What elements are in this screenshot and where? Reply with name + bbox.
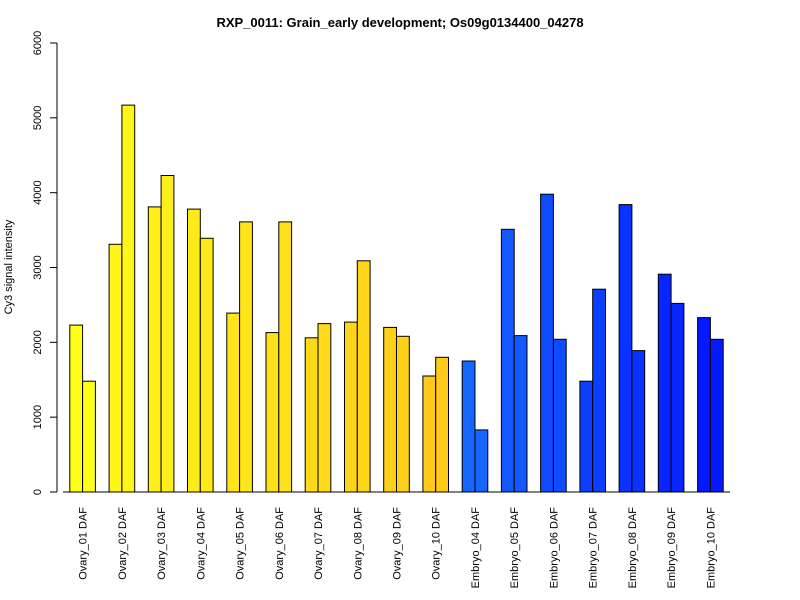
- bar-embryo-06-daf-1: [540, 193, 554, 493]
- x-category-label: Embryo_05 DAF: [509, 507, 521, 589]
- x-category-label: Embryo_06 DAF: [548, 507, 560, 589]
- x-category-label: Ovary_05 DAF: [235, 507, 247, 580]
- bar-ovary-08-daf-1: [344, 321, 358, 493]
- y-tick-label: 1000: [32, 405, 44, 429]
- bar-embryo-04-daf-2: [474, 429, 489, 493]
- bar-ovary-01-daf-1: [69, 324, 84, 493]
- bar-ovary-05-daf-2: [239, 221, 253, 493]
- x-category-label: Ovary_10 DAF: [431, 507, 443, 580]
- y-tick-label: 3000: [32, 255, 44, 279]
- x-category-label: Ovary_03 DAF: [156, 507, 168, 580]
- bar-embryo-04-daf-1: [461, 360, 476, 493]
- y-axis-label: Cy3 signal intensity: [3, 219, 15, 314]
- y-tick-label: 6000: [32, 31, 44, 55]
- category-labels: Ovary_01 DAF Ovary_02 DAF Ovary_03 DAF Ovar…: [78, 507, 718, 589]
- bar-embryo-08-daf-2: [631, 350, 646, 493]
- bar-ovary-08-daf-2: [356, 260, 371, 493]
- bar-ovary-04-daf-1: [187, 208, 201, 493]
- bar-ovary-02-daf-1: [108, 243, 123, 493]
- bar-ovary-10-daf-1: [422, 375, 437, 493]
- bar-embryo-10-daf-1: [697, 317, 711, 493]
- bar-ovary-09-daf-2: [396, 335, 410, 493]
- bar-ovary-09-daf-1: [383, 326, 398, 493]
- y-tick-label: 4000: [32, 180, 44, 204]
- x-category-label: Ovary_06 DAF: [274, 507, 286, 580]
- x-category-label: Embryo_09 DAF: [666, 507, 678, 589]
- bar-ovary-07-daf-1: [304, 337, 319, 493]
- x-category-label: Embryo_04 DAF: [470, 507, 482, 589]
- bars-group: [69, 104, 724, 493]
- bar-ovary-06-daf-1: [265, 332, 280, 493]
- bar-embryo-05-daf-1: [500, 228, 515, 493]
- bar-ovary-10-daf-2: [435, 356, 450, 493]
- x-category-label: Ovary_04 DAF: [195, 507, 207, 580]
- y-axis: 0 1000 2000 3000 4000 5000 6000: [32, 31, 58, 495]
- bar-embryo-09-daf-2: [670, 302, 685, 493]
- bar-embryo-09-daf-1: [657, 273, 672, 493]
- bar-ovary-06-daf-2: [278, 221, 293, 493]
- x-category-label: Ovary_01 DAF: [78, 507, 90, 580]
- chart-title: RXP_0011: Grain_early development; Os09g…: [216, 15, 583, 30]
- x-category-label: Ovary_02 DAF: [117, 507, 129, 580]
- y-tick-label: 2000: [32, 330, 44, 354]
- y-tick-label: 5000: [32, 106, 44, 130]
- bar-ovary-05-daf-1: [226, 312, 241, 493]
- x-category-label: Embryo_07 DAF: [588, 507, 600, 589]
- bar-ovary-07-daf-2: [317, 323, 332, 493]
- y-tick-label: 0: [32, 489, 44, 495]
- x-category-label: Ovary_09 DAF: [392, 507, 404, 580]
- bar-embryo-07-daf-1: [579, 380, 594, 493]
- bar-embryo-08-daf-1: [618, 204, 633, 493]
- bar-embryo-05-daf-2: [513, 335, 528, 493]
- bar-embryo-10-daf-2: [709, 338, 724, 493]
- x-category-label: Ovary_08 DAF: [352, 507, 364, 580]
- bar-ovary-03-daf-2: [160, 175, 175, 493]
- bar-ovary-04-daf-2: [199, 237, 214, 493]
- bar-embryo-06-daf-2: [552, 338, 567, 493]
- bar-ovary-02-daf-2: [121, 104, 136, 493]
- x-category-label: Embryo_10 DAF: [705, 507, 717, 589]
- bar-embryo-07-daf-2: [592, 288, 607, 493]
- bar-ovary-01-daf-2: [82, 380, 96, 493]
- bar-ovary-03-daf-1: [147, 206, 162, 493]
- x-category-label: Ovary_07 DAF: [313, 507, 325, 580]
- x-category-label: Embryo_08 DAF: [627, 507, 639, 589]
